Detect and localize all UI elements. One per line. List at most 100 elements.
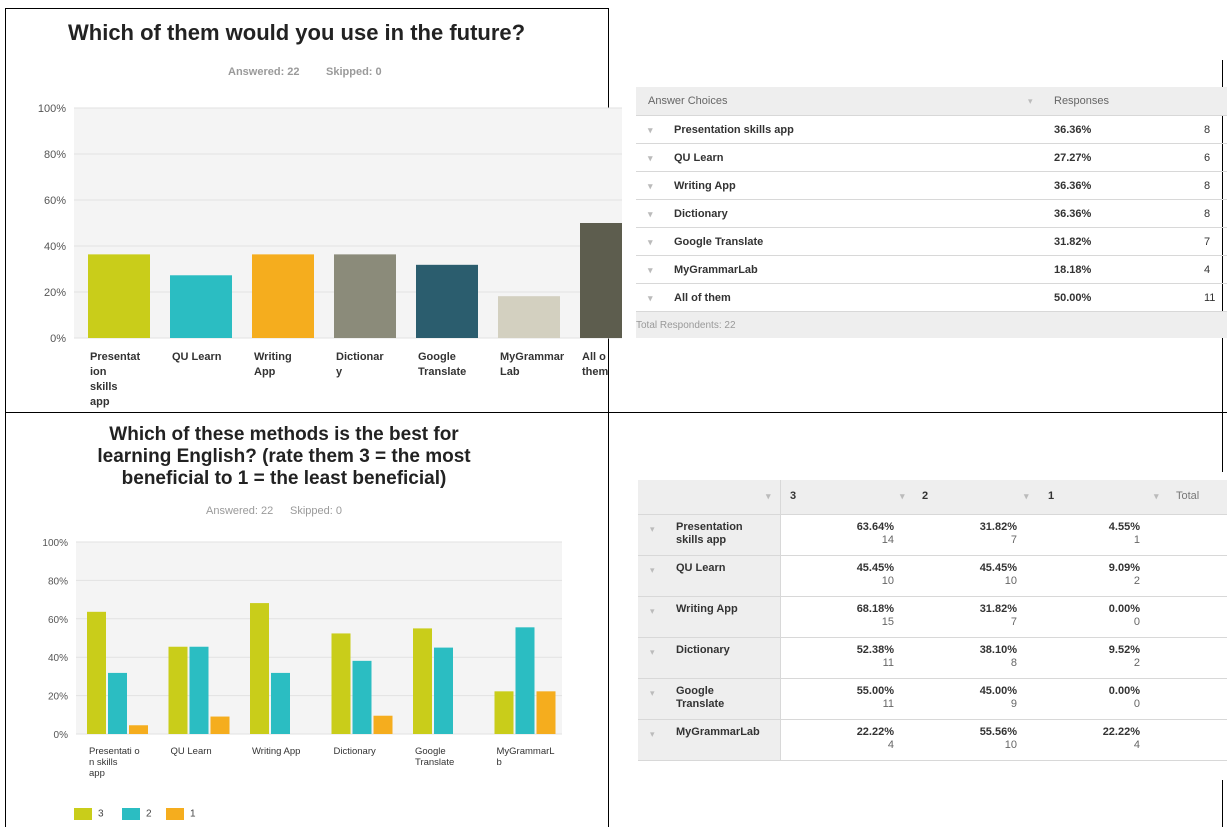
column-divider xyxy=(780,679,781,719)
column-divider xyxy=(780,556,781,596)
rating-count: 11 xyxy=(882,698,894,710)
row-label-line: Dictionary xyxy=(676,644,730,656)
row-label-cell: ▾ QU Learn xyxy=(638,556,780,596)
header-col-2[interactable]: 2 xyxy=(922,490,929,502)
rating-percent: 45.00% xyxy=(979,685,1017,697)
y-tick-label: 0% xyxy=(54,730,69,741)
x-tick-label: MyGrammar xyxy=(500,351,565,363)
bar xyxy=(210,716,230,734)
row-caret-icon[interactable]: ▾ xyxy=(650,688,655,698)
table-header: Answer Choices ▾ Responses xyxy=(636,87,1227,116)
y-tick-label: 100% xyxy=(42,538,68,549)
table-row: ▾ QU Learn 27.27% 6 xyxy=(636,144,1227,172)
row-caret-icon[interactable]: ▾ xyxy=(650,524,655,534)
x-tick-label: b xyxy=(497,757,502,768)
sort-caret-icon[interactable]: ▾ xyxy=(1024,491,1029,501)
row-caret-icon[interactable]: ▾ xyxy=(648,209,653,219)
column-divider xyxy=(780,597,781,637)
frame-middle-horizontal xyxy=(5,412,1227,413)
answer-choice-label: Writing App xyxy=(674,180,736,192)
chart-title: Which of them would you use in the futur… xyxy=(68,20,526,45)
answer-choice-label: Dictionary xyxy=(674,208,728,220)
rating-percent: 38.10% xyxy=(979,644,1017,656)
sort-caret-icon[interactable]: ▾ xyxy=(766,491,771,501)
bar xyxy=(416,264,478,338)
answer-choice-label: QU Learn xyxy=(674,152,724,164)
x-tick-label: ion xyxy=(90,366,107,378)
header-label-cell: ▾ xyxy=(638,480,780,514)
answered-count: Answered: 22 xyxy=(228,66,300,78)
header-col-1[interactable]: 1 xyxy=(1048,490,1055,502)
x-tick-label: Writing xyxy=(254,351,292,363)
sort-caret-icon[interactable]: ▾ xyxy=(1028,96,1033,106)
x-tick-label: MyGrammarL xyxy=(497,746,555,757)
frame-middle-vertical xyxy=(608,8,609,827)
answer-choice-label: All of them xyxy=(674,292,731,304)
rating-percent: 45.45% xyxy=(979,562,1017,574)
sort-caret-icon[interactable]: ▾ xyxy=(1154,491,1159,501)
y-tick-label: 0% xyxy=(50,333,66,345)
bar xyxy=(250,603,269,734)
header-responses[interactable]: Responses xyxy=(1054,95,1110,107)
table-row: ▾ Dictionary 36.36% 8 xyxy=(636,200,1227,228)
x-tick-label: Google xyxy=(415,746,446,757)
bar xyxy=(189,646,209,734)
header-answer-choices[interactable]: Answer Choices xyxy=(648,95,728,107)
table-row: ▾ All of them 50.00% 11 xyxy=(636,284,1227,312)
bar xyxy=(331,633,351,734)
x-tick-label: QU Learn xyxy=(171,746,212,757)
rating-percent: 4.55% xyxy=(1108,521,1140,533)
sort-caret-icon[interactable]: ▾ xyxy=(900,491,905,501)
table-row: ▾ MyGrammarLab 18.18% 4 xyxy=(636,256,1227,284)
bar xyxy=(413,628,432,734)
answer-choice-label: MyGrammarLab xyxy=(674,264,758,276)
frame-right-bottom xyxy=(1222,780,1223,827)
bar xyxy=(536,691,556,734)
rating-count: 8 xyxy=(1010,657,1017,669)
row-caret-icon[interactable]: ▾ xyxy=(650,729,655,739)
row-caret-icon[interactable]: ▾ xyxy=(648,265,653,275)
row-caret-icon[interactable]: ▾ xyxy=(650,606,655,616)
column-divider xyxy=(780,515,781,555)
row-caret-icon[interactable]: ▾ xyxy=(650,647,655,657)
row-label-line: MyGrammarLab xyxy=(676,726,760,738)
frame-left xyxy=(5,8,6,827)
row-caret-icon[interactable]: ▾ xyxy=(650,565,655,575)
y-tick-label: 80% xyxy=(44,149,66,161)
rating-percent: 55.00% xyxy=(856,685,894,697)
rating-percent: 22.22% xyxy=(856,726,894,738)
bar xyxy=(170,275,232,338)
x-tick-label: QU Learn xyxy=(172,351,222,363)
header-col-3[interactable]: 3 xyxy=(790,490,797,502)
legend-swatch xyxy=(74,808,92,820)
row-label-line: skills app xyxy=(676,534,727,546)
rating-percent: 9.09% xyxy=(1108,562,1140,574)
x-tick-label: skills xyxy=(90,381,118,393)
table-footer: Total Respondents: 22 xyxy=(636,312,1227,338)
row-caret-icon[interactable]: ▾ xyxy=(648,153,653,163)
x-tick-label: n skills xyxy=(89,757,118,768)
chart-title-2: Which of these methods is the best for l… xyxy=(64,424,504,490)
bar xyxy=(168,646,188,734)
rating-percent: 31.82% xyxy=(979,603,1017,615)
rating-count: 0 xyxy=(1133,698,1140,710)
future-use-bar-chart: 100% 80% 60% 40% 20% 0% Presentat ion skills app Q… xyxy=(38,103,622,408)
row-caret-icon[interactable]: ▾ xyxy=(648,293,653,303)
response-count: 4 xyxy=(1204,264,1211,276)
answered-count-2: Answered: 22 xyxy=(206,505,274,517)
response-percent: 27.27% xyxy=(1054,152,1092,164)
rating-count: 1 xyxy=(1133,534,1140,546)
bar xyxy=(498,296,560,338)
row-caret-icon[interactable]: ▾ xyxy=(648,181,653,191)
row-label-line: Writing App xyxy=(676,603,738,615)
header-total[interactable]: Total xyxy=(1176,490,1200,502)
response-count: 6 xyxy=(1204,152,1211,164)
x-tick-label: Google xyxy=(418,351,456,363)
rating-percent: 22.22% xyxy=(1102,726,1140,738)
table-row: ▾ Writing App 36.36% 8 xyxy=(636,172,1227,200)
row-caret-icon[interactable]: ▾ xyxy=(648,125,653,135)
x-tick-label: App xyxy=(254,366,276,378)
y-tick-label: 20% xyxy=(44,287,66,299)
chart-title-line: beneficial to 1 = the least beneficial) xyxy=(121,468,447,489)
row-caret-icon[interactable]: ▾ xyxy=(648,237,653,247)
